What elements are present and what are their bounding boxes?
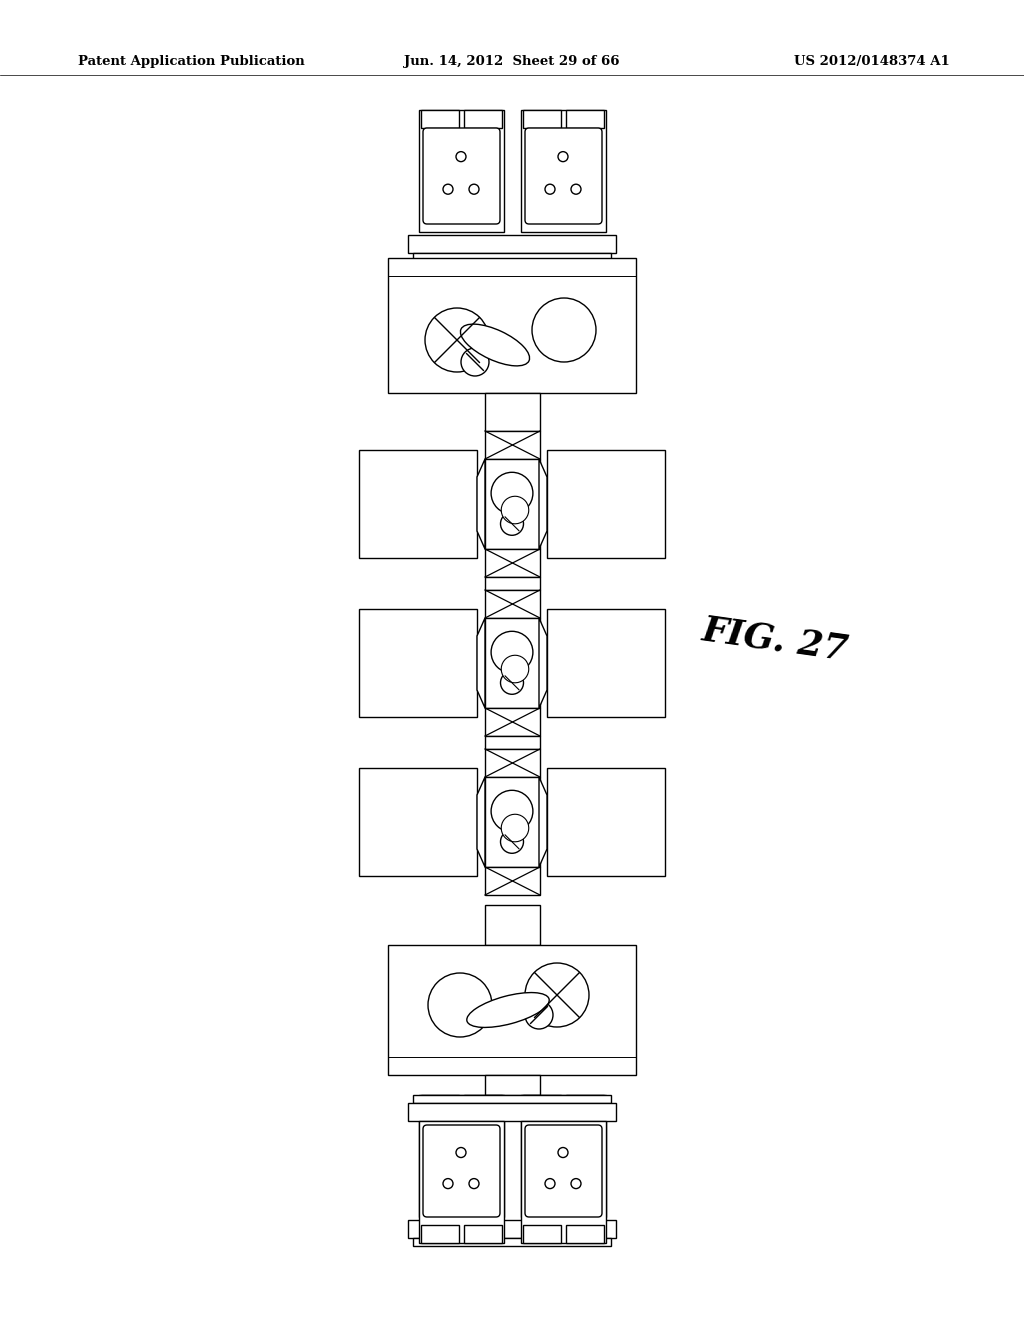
Circle shape [443, 185, 453, 194]
Text: Patent Application Publication: Patent Application Publication [78, 55, 305, 69]
FancyBboxPatch shape [423, 1113, 500, 1209]
Bar [485, 393, 540, 432]
Ellipse shape [502, 496, 528, 524]
Circle shape [456, 1137, 466, 1147]
Bar [419, 1096, 504, 1217]
Bar [485, 549, 540, 577]
Bar [566, 110, 604, 128]
Bar [413, 1238, 611, 1246]
Bar [485, 459, 540, 549]
Circle shape [492, 791, 532, 832]
Ellipse shape [502, 814, 528, 842]
Bar [421, 110, 459, 128]
Bar [421, 1096, 459, 1113]
Ellipse shape [502, 655, 528, 682]
Text: US 2012/0148374 A1: US 2012/0148374 A1 [795, 55, 950, 69]
Bar [485, 577, 540, 590]
Bar [485, 748, 540, 777]
Bar [547, 450, 665, 558]
Bar [464, 1096, 502, 1113]
Bar [485, 777, 540, 867]
FancyBboxPatch shape [525, 1113, 602, 1209]
Bar [485, 906, 540, 945]
Circle shape [469, 185, 479, 194]
Circle shape [545, 185, 555, 194]
Circle shape [492, 631, 532, 673]
Bar [485, 867, 540, 895]
Bar [485, 1074, 540, 1096]
Bar [485, 737, 540, 748]
Bar [413, 1096, 611, 1104]
Circle shape [501, 830, 523, 853]
Circle shape [428, 973, 492, 1038]
Bar [523, 1096, 561, 1113]
Bar [419, 1121, 504, 1243]
Polygon shape [477, 459, 485, 549]
Bar [523, 1225, 561, 1243]
Bar [464, 1225, 502, 1243]
Polygon shape [539, 777, 547, 867]
Circle shape [545, 1170, 555, 1179]
Bar [566, 1096, 604, 1113]
FancyBboxPatch shape [525, 1125, 602, 1217]
Circle shape [469, 1179, 479, 1188]
Text: Jun. 14, 2012  Sheet 29 of 66: Jun. 14, 2012 Sheet 29 of 66 [404, 55, 620, 69]
Circle shape [571, 1179, 581, 1188]
Bar [547, 768, 665, 876]
Circle shape [443, 1170, 453, 1179]
Circle shape [571, 1170, 581, 1179]
Bar [408, 1220, 616, 1238]
Text: FIG. 27: FIG. 27 [700, 612, 851, 667]
Circle shape [425, 308, 489, 372]
Bar [566, 1225, 604, 1243]
Bar [485, 590, 540, 618]
Bar [413, 253, 611, 261]
Circle shape [443, 1179, 453, 1188]
Circle shape [558, 152, 568, 161]
Bar [359, 450, 477, 558]
Circle shape [558, 1137, 568, 1147]
Bar [521, 110, 606, 232]
Bar [521, 1096, 606, 1217]
Circle shape [558, 1147, 568, 1158]
FancyBboxPatch shape [423, 1125, 500, 1217]
Bar [547, 609, 665, 717]
Bar [408, 1104, 616, 1121]
Bar [421, 1225, 459, 1243]
Bar [359, 768, 477, 876]
Polygon shape [477, 777, 485, 867]
Circle shape [525, 964, 589, 1027]
Circle shape [501, 672, 523, 694]
Circle shape [532, 298, 596, 362]
Circle shape [501, 512, 523, 536]
Bar [521, 1121, 606, 1243]
Circle shape [461, 348, 489, 376]
Bar [485, 708, 540, 737]
Bar [359, 609, 477, 717]
Circle shape [492, 473, 532, 513]
Circle shape [525, 1001, 553, 1030]
Bar [408, 235, 616, 253]
Circle shape [545, 1179, 555, 1188]
Bar [419, 110, 504, 232]
Bar [485, 432, 540, 459]
FancyBboxPatch shape [423, 128, 500, 224]
Ellipse shape [467, 993, 549, 1027]
Bar [523, 110, 561, 128]
Bar [388, 945, 636, 1074]
Bar [388, 257, 636, 393]
Polygon shape [539, 618, 547, 708]
Circle shape [456, 1147, 466, 1158]
Ellipse shape [461, 325, 529, 366]
Circle shape [469, 1170, 479, 1179]
Bar [485, 618, 540, 708]
Circle shape [456, 152, 466, 161]
Polygon shape [477, 618, 485, 708]
Bar [464, 110, 502, 128]
FancyBboxPatch shape [525, 128, 602, 224]
Polygon shape [539, 459, 547, 549]
Circle shape [571, 185, 581, 194]
